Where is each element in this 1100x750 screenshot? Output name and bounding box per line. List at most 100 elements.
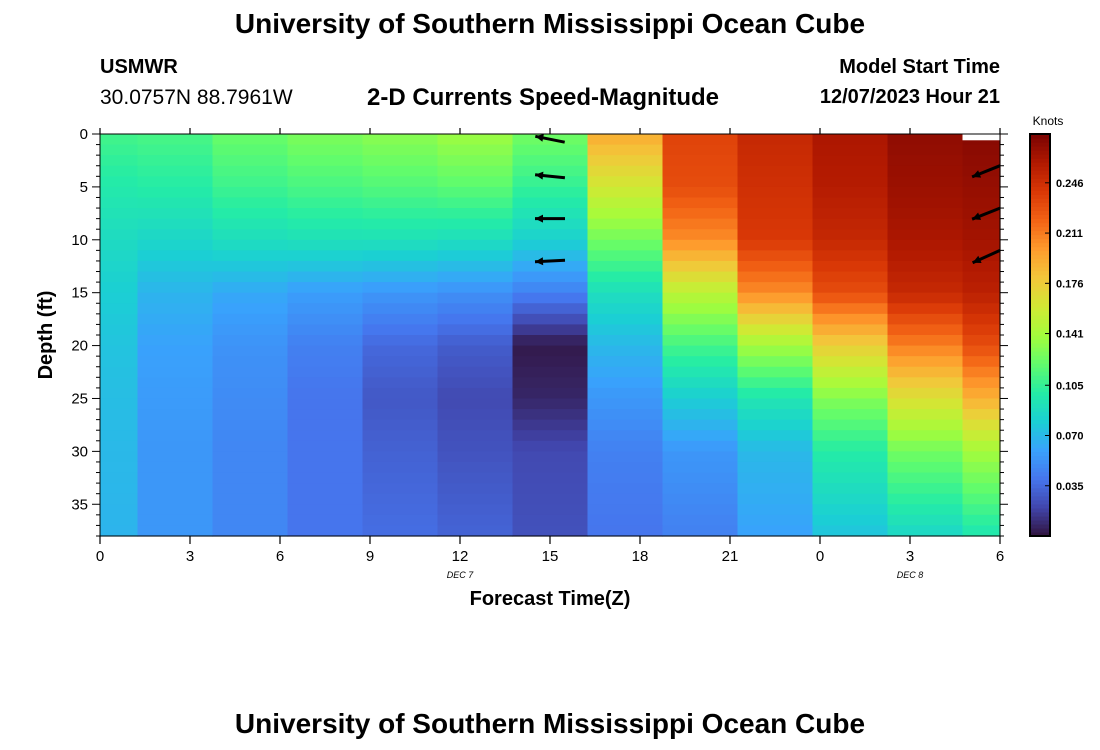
heatmap-cell — [662, 218, 739, 230]
heatmap-cell — [962, 208, 1001, 220]
heatmap-cell — [587, 430, 664, 442]
colorbar-segment — [1030, 523, 1050, 529]
heatmap-cell — [437, 409, 514, 421]
heatmap-cell — [212, 345, 289, 357]
heatmap-cell — [137, 387, 214, 400]
colorbar-segment — [1030, 158, 1050, 163]
heatmap-cell — [287, 461, 364, 474]
heatmap-cell — [962, 366, 1001, 378]
heatmap-cell — [737, 377, 814, 389]
colorbar-tick-label: 0.176 — [1056, 278, 1084, 290]
heatmap-cell — [212, 186, 289, 199]
arrow-head — [535, 257, 544, 266]
chart-title: 2-D Currents Speed-Magnitude — [367, 84, 720, 111]
heatmap-cell — [587, 451, 664, 463]
heatmap-cell — [100, 483, 139, 495]
heatmap-cell — [437, 398, 514, 410]
colorbar-segment — [1030, 234, 1050, 240]
heatmap-cell — [887, 419, 964, 431]
heatmap-cell — [287, 514, 364, 527]
heatmap-cell — [662, 271, 739, 283]
heatmap-cell — [137, 398, 214, 410]
heatmap-cell — [137, 250, 214, 262]
heatmap-cell — [362, 134, 439, 146]
heatmap-cell — [137, 165, 214, 177]
arrow-head — [972, 212, 982, 220]
heatmap-cell — [812, 461, 889, 474]
heatmap-cell — [662, 165, 739, 177]
heatmap-cell — [962, 155, 1001, 167]
heatmap-cell — [212, 451, 289, 463]
heatmap-cell — [212, 419, 289, 431]
colorbar-segment — [1030, 138, 1050, 143]
heatmap-cell — [362, 260, 439, 273]
colorbar-segment — [1030, 503, 1050, 509]
heatmap-cell — [887, 514, 964, 527]
missing-data-cell — [962, 134, 1000, 141]
heatmap-cell — [287, 525, 364, 537]
heatmap-cell — [100, 292, 139, 304]
colorbar-segment — [1030, 174, 1050, 179]
heatmap-cell — [512, 440, 589, 452]
heatmap-cell — [512, 271, 589, 283]
heatmap-cell — [437, 504, 514, 516]
heatmap-cell — [362, 345, 439, 357]
heatmap-cell — [362, 461, 439, 474]
heatmap-cell — [437, 250, 514, 262]
colorbar-segment — [1030, 471, 1050, 477]
heatmap-cell — [737, 335, 814, 347]
heatmap-cell — [662, 208, 739, 220]
heatmap-cell — [437, 271, 514, 283]
colorbar-segment — [1030, 162, 1050, 167]
heatmap-cell — [662, 324, 739, 336]
date-label: DEC 7 — [447, 570, 475, 580]
colorbar-segment — [1030, 146, 1050, 151]
heatmap-cell — [362, 197, 439, 209]
heatmap-cell — [812, 260, 889, 273]
heatmap-cell — [100, 472, 139, 484]
heatmap-cell — [287, 197, 364, 209]
heatmap-cell — [737, 451, 814, 463]
heatmap-cell — [662, 239, 739, 251]
colorbar-segment — [1030, 363, 1050, 368]
x-tick-label: 21 — [722, 548, 739, 565]
heatmap-cell — [737, 239, 814, 251]
colorbar-segment — [1030, 515, 1050, 521]
heatmap-cell — [587, 483, 664, 495]
heatmap-cell — [512, 504, 589, 516]
heatmap-cell — [962, 472, 1001, 484]
heatmap-cell — [137, 176, 214, 188]
heatmap-cell — [887, 250, 964, 262]
heatmap-cell — [812, 451, 889, 463]
heatmap-cell — [662, 144, 739, 156]
heatmap-cell — [362, 186, 439, 199]
heatmap-cell — [737, 483, 814, 495]
colorbar-segment — [1030, 166, 1050, 171]
heatmap-cell — [362, 271, 439, 283]
heatmap-cell — [962, 345, 1001, 357]
heatmap-cell — [362, 292, 439, 304]
heatmap-cell — [812, 324, 889, 336]
heatmap-cell — [100, 514, 139, 527]
axes: 0 3 6 9 12 15 18 21 0 3 6 DEC 7 DEC 8 0 5 10 15 20 25 30 35 — [71, 126, 1008, 580]
colorbar-tick-label: 0.035 — [1056, 481, 1084, 493]
heatmap-cell — [362, 398, 439, 410]
heatmap-cell — [437, 218, 514, 230]
heatmap-cell — [437, 134, 514, 146]
heatmap-cell — [287, 250, 364, 262]
heatmap-cell — [287, 356, 364, 368]
heatmap-cell — [737, 313, 814, 326]
heatmap-cell — [362, 239, 439, 251]
heatmap-cell — [812, 356, 889, 368]
heatmap-cell — [812, 493, 889, 505]
heatmap-cell — [887, 239, 964, 251]
heatmap-cell — [587, 229, 664, 241]
heatmap-cell — [212, 229, 289, 241]
colorbar: 0.035 0.070 0.105 0.141 0.176 0.211 0.246 — [1029, 133, 1084, 537]
heatmap-cell — [662, 260, 739, 273]
heatmap-cell — [737, 398, 814, 410]
heatmap-cell — [812, 514, 889, 527]
colorbar-segment — [1030, 210, 1050, 215]
colorbar-segment — [1030, 278, 1050, 284]
heatmap-cell — [512, 197, 589, 209]
